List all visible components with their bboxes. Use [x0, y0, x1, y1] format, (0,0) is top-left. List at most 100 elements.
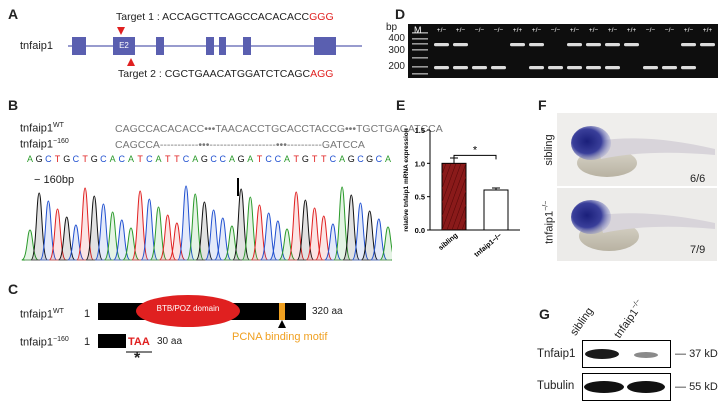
e-y-axis-label: relative tnfaip1 mRNA expression [403, 128, 410, 231]
chrom-base-35: G [348, 154, 355, 164]
gel-image: +/− +/− −/− −/− +/+ +/− −/− +/− +/− +/− +/+ −/− −/− +… [408, 24, 718, 78]
chrom-base-3: T [55, 154, 61, 164]
embryo-images [557, 113, 717, 261]
sibling-label-wrap: sibling [540, 118, 558, 188]
lane-genotype-6: −/− [551, 27, 561, 34]
chrom-peak-36 [351, 202, 370, 261]
e-cat-sibling: sibling [438, 232, 460, 252]
tnfaip1-size: — 37 kD [675, 348, 718, 360]
exon-2 [113, 37, 135, 55]
panel-label-c: C [8, 281, 19, 297]
chrom-peak-18 [186, 193, 204, 261]
sibling-label: sibling [543, 134, 555, 166]
mutant-tail [599, 213, 715, 233]
e-ytick-label-3: 1.5 [415, 126, 425, 135]
chrom-base-21: C [220, 154, 227, 164]
btb-poz-domain [136, 295, 240, 327]
lane-band-mut-6 [548, 66, 563, 70]
gene-name: tnfaip1 [20, 40, 54, 52]
lane-band-wt-13 [681, 43, 696, 47]
panel-label-b: B [8, 97, 19, 113]
bp-unit: bp [386, 22, 398, 33]
chrom-base-28: A [284, 154, 290, 164]
lane-genotype-12: −/− [665, 27, 675, 34]
exon-5 [219, 37, 226, 55]
mutant-ratio: 7/9 [690, 244, 706, 256]
chrom-peak-21 [214, 217, 232, 261]
chrom-peak-30 [296, 199, 315, 261]
panel-label-f: F [538, 97, 547, 113]
bp-tick-400: 400 [388, 33, 405, 44]
e-bar-hatch--1 [442, 163, 462, 217]
chrom-peak-19 [195, 201, 214, 261]
e-bar-hatch--3 [442, 163, 452, 190]
chrom-base-34: A [339, 154, 345, 164]
chrom-peak-9 [103, 211, 122, 261]
tubulin-band-mutant [627, 381, 665, 393]
chrom-peak-38 [370, 218, 388, 261]
sibling-tail [597, 138, 715, 159]
lane-band-mut-5 [529, 66, 544, 70]
mutant-sequence: CAGCCA-----------•••-------------------•… [115, 139, 365, 151]
motif-pointer [278, 320, 286, 328]
panel-label-e: E [396, 97, 406, 113]
tnfaip1-band-sibling [585, 349, 619, 359]
chrom-peak-13 [140, 198, 159, 261]
lane-band-wt-4 [510, 43, 525, 47]
lane-band-mut-2 [472, 66, 487, 70]
chrom-peak-31 [305, 207, 324, 261]
lane-genotype-10: +/+ [627, 27, 637, 34]
blot-col-sibling: sibling [568, 305, 596, 338]
chrom-base-8: C [100, 154, 107, 164]
chrom-base-19: G [201, 154, 208, 164]
chrom-peak-14 [149, 206, 168, 261]
chrom-base-18: A [192, 154, 198, 164]
chrom-base-2: C [45, 154, 52, 164]
mutant-allele-label: tnfaip1−160 [20, 138, 69, 151]
chrom-base-5: C [73, 154, 80, 164]
chrom-peak-23 [232, 188, 250, 261]
chrom-base-10: C [119, 154, 126, 164]
exon-2-label: E2 [119, 41, 129, 50]
chrom-peak-34 [333, 186, 351, 261]
protein-mutant-label: tnfaip1−160 [20, 336, 69, 349]
lane-band-wt-9 [605, 43, 620, 47]
mutant-label-wrap: tnfaip1−/− [540, 190, 558, 260]
chrom-peak-39 [379, 226, 392, 261]
stop-codon: TAA [128, 336, 150, 348]
bp-tick-300: 300 [388, 45, 405, 56]
chrom-base-16: T [174, 154, 180, 164]
tubulin-band-sibling [584, 381, 624, 393]
exon-4 [206, 37, 214, 55]
exon-6 [243, 37, 251, 55]
chrom-base-4: G [63, 154, 70, 164]
marker-band-6 [412, 73, 428, 75]
lane-genotype-3: −/− [494, 27, 504, 34]
chrom-peak-6 [76, 187, 94, 261]
lane-genotype-4: +/+ [513, 27, 523, 34]
chrom-base-13: C [146, 154, 153, 164]
marker-band-2 [412, 43, 428, 45]
chrom-peak-3 [48, 208, 67, 261]
chrom-base-32: T [321, 154, 327, 164]
chrom-base-29: T [293, 154, 299, 164]
chrom-base-25: T [257, 154, 263, 164]
chrom-peak-10 [113, 219, 131, 261]
gene-structure-diagram [68, 27, 362, 66]
marker-band-1 [412, 38, 428, 40]
chrom-base-26: C [265, 154, 272, 164]
chrom-peak-7 [85, 195, 104, 261]
chrom-peak-2 [39, 200, 58, 261]
lane-band-wt-14 [700, 43, 715, 47]
target2-label: Target 2 : CGCTGAACATGGATCTCAGCAGG [118, 68, 334, 80]
e-bar-hatch--2 [442, 163, 457, 204]
chrom-peak-24 [241, 196, 260, 261]
blot-image [582, 340, 671, 401]
lane-band-mut-12 [662, 66, 677, 70]
chrom-peak-35 [342, 194, 361, 261]
lane-genotype-2: −/− [475, 27, 485, 34]
chrom-base-14: A [156, 154, 162, 164]
protein-wt-label: tnfaip1WT [20, 308, 64, 321]
protein-mutant-length: 30 aa [157, 336, 183, 347]
chrom-base-9: A [110, 154, 116, 164]
